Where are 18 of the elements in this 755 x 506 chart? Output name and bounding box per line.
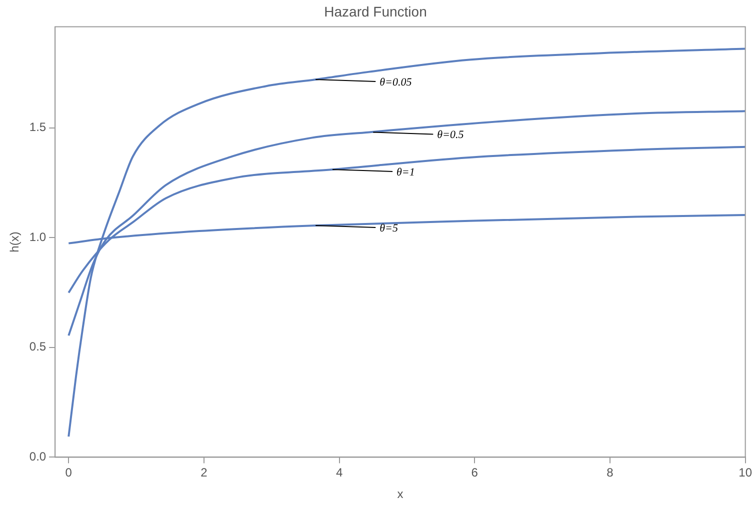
chart-title: Hazard Function bbox=[324, 3, 427, 20]
y-tick-label: 1.0 bbox=[29, 230, 46, 244]
x-tick-label: 2 bbox=[200, 466, 208, 480]
x-tick-label: 0 bbox=[65, 466, 72, 480]
x-axis-title: x bbox=[397, 487, 404, 502]
x-tick-label: 6 bbox=[471, 466, 478, 480]
y-tick-label: 0.5 bbox=[29, 340, 46, 354]
line-series bbox=[68, 48, 746, 438]
x-tick-label: 4 bbox=[336, 466, 343, 480]
y-tick-label: 0.0 bbox=[29, 450, 46, 464]
annotation: θ=0.05 bbox=[380, 76, 412, 88]
y-tick-label: 1.5 bbox=[29, 120, 46, 134]
x-tick-label: 8 bbox=[606, 466, 614, 480]
annotation: θ=5 bbox=[380, 222, 398, 234]
x-tick-label: 10 bbox=[738, 466, 752, 480]
y-axis-title: h(x) bbox=[8, 232, 22, 252]
annotation: θ=0.5 bbox=[437, 129, 464, 142]
annotation: θ=1 bbox=[396, 166, 415, 178]
